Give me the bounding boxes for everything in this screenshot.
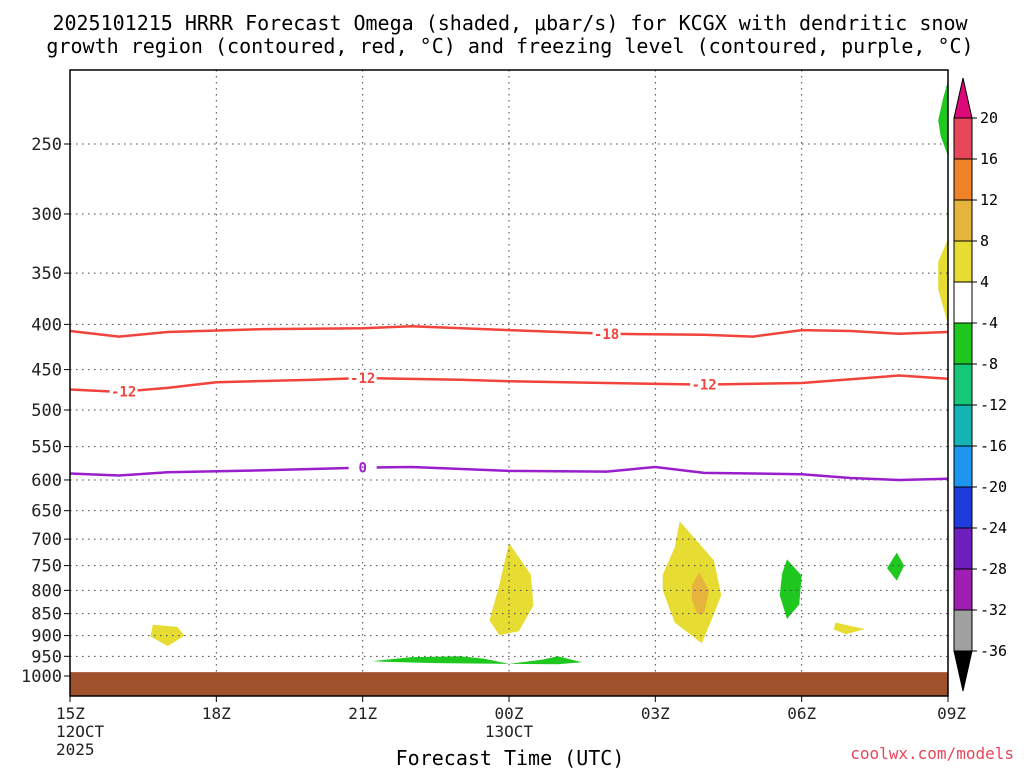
contour-label-2-2: -12 xyxy=(350,371,375,387)
omega-area-9 xyxy=(372,656,583,665)
colorbar-segment-1 xyxy=(953,117,973,160)
colorbar-label-13: -32 xyxy=(980,601,1007,619)
omega-area-2 xyxy=(662,521,722,644)
colorbar: 20 16 12 8 4 -4 -8 -12 -16 -20 -24 -28 -32 -36 xyxy=(953,77,1007,692)
colorbar-label-10: -20 xyxy=(980,478,1007,496)
contour-line-3 xyxy=(69,465,949,482)
omega-area-7 xyxy=(779,559,802,619)
x-tick-year-15Z: 2025 xyxy=(56,740,95,759)
contour-label-bg xyxy=(690,376,719,393)
y-tick-label-600: 600 xyxy=(31,471,62,491)
colorbar-label-7: -8 xyxy=(980,355,998,373)
surface-ground-band xyxy=(70,672,948,696)
contour-label-1-1: -18 xyxy=(594,327,619,343)
colorbar-label-2: 16 xyxy=(980,150,998,168)
y-tick-label-400: 400 xyxy=(31,315,62,335)
colorbar-segment-6 xyxy=(953,322,973,365)
colorbar-segment-3 xyxy=(953,199,973,242)
y-tick-label-250: 250 xyxy=(31,135,62,155)
chart-title-line1: 2025101215 HRRR Forecast Omega (shaded, … xyxy=(52,11,968,35)
x-tick-label-06Z: 06Z xyxy=(787,704,816,723)
contour-label-bg xyxy=(109,383,138,400)
colorbar-segment-5 xyxy=(953,281,973,324)
y-tick-label-550: 550 xyxy=(31,438,62,458)
y-tick-label-650: 650 xyxy=(31,502,62,522)
y-tick-label-750: 750 xyxy=(31,557,62,577)
colorbar-segment-11 xyxy=(953,527,973,570)
x-tick-date-00Z: 13OCT xyxy=(485,722,534,741)
y-tick-label-800: 800 xyxy=(31,581,62,601)
y-tick-label-950: 950 xyxy=(31,647,62,667)
contour-label-bg xyxy=(348,370,377,387)
y-tick-label-500: 500 xyxy=(31,401,62,421)
omega-area-1 xyxy=(489,542,534,636)
contour-label-2-1: -12 xyxy=(111,385,136,401)
y-tick-label-300: 300 xyxy=(31,205,62,225)
colorbar-label-8: -12 xyxy=(980,396,1007,414)
contour-label-bg xyxy=(592,325,621,342)
x-tick-label-18Z: 18Z xyxy=(202,704,231,723)
colorbar-label-6: -4 xyxy=(980,314,998,332)
x-tick-label-21Z: 21Z xyxy=(348,704,377,723)
chart-title-line2: growth region (contoured, red, °C) and f… xyxy=(46,34,973,58)
contour-line-1 xyxy=(69,325,949,338)
colorbar-label-12: -28 xyxy=(980,560,1007,578)
contour-line-2 xyxy=(69,374,949,394)
colorbar-label-1: 20 xyxy=(980,109,998,127)
y-tick-label-450: 450 xyxy=(31,361,62,381)
colorbar-segment-12 xyxy=(953,568,973,611)
omega-area-3 xyxy=(691,572,709,614)
colorbar-label-11: -24 xyxy=(980,519,1007,537)
omega-shading xyxy=(150,80,948,665)
colorbar-top-arrow xyxy=(953,77,973,119)
temperature-contours: -18 -12 -12 -12 0 xyxy=(69,325,949,482)
y-tick-label-1000: 1000 xyxy=(21,667,62,687)
colorbar-bottom-arrow xyxy=(953,650,973,692)
omega-area-5 xyxy=(833,622,866,635)
colorbar-segment-9 xyxy=(953,445,973,488)
colorbar-label-14: -36 xyxy=(980,642,1007,660)
colorbar-segment-8 xyxy=(953,404,973,447)
omega-area-10 xyxy=(938,80,948,157)
y-axis: 2503003504004505005506006507007508008509… xyxy=(21,135,70,687)
y-tick-label-850: 850 xyxy=(31,605,62,625)
x-axis-label: Forecast Time (UTC) xyxy=(396,746,625,768)
x-tick-label-09Z: 09Z xyxy=(937,704,966,723)
colorbar-label-9: -16 xyxy=(980,437,1007,455)
omega-area-6 xyxy=(938,238,948,325)
colorbar-label-3: 12 xyxy=(980,191,998,209)
colorbar-segment-13 xyxy=(953,609,973,652)
x-tick-label-00Z: 00Z xyxy=(495,704,524,723)
omega-area-8 xyxy=(887,552,905,581)
omega-area-4 xyxy=(150,624,185,647)
colorbar-label-4: 8 xyxy=(980,232,989,250)
colorbar-segment-2 xyxy=(953,158,973,201)
contour-label-3-1: 0 xyxy=(358,461,366,477)
x-tick-date-15Z: 12OCT xyxy=(56,722,105,741)
y-tick-label-700: 700 xyxy=(31,530,62,550)
x-tick-label-03Z: 03Z xyxy=(641,704,670,723)
credit-text: coolwx.com/models xyxy=(850,744,1014,763)
y-tick-label-900: 900 xyxy=(31,627,62,647)
y-tick-label-350: 350 xyxy=(31,264,62,284)
contour-label-2-3: -12 xyxy=(691,378,716,394)
colorbar-segment-7 xyxy=(953,363,973,406)
contour-label-bg xyxy=(348,459,377,476)
colorbar-segment-4 xyxy=(953,240,973,283)
colorbar-segment-10 xyxy=(953,486,973,529)
colorbar-label-5: 4 xyxy=(980,273,989,291)
surface-band xyxy=(70,672,948,696)
x-tick-label-15Z: 15Z xyxy=(56,704,85,723)
